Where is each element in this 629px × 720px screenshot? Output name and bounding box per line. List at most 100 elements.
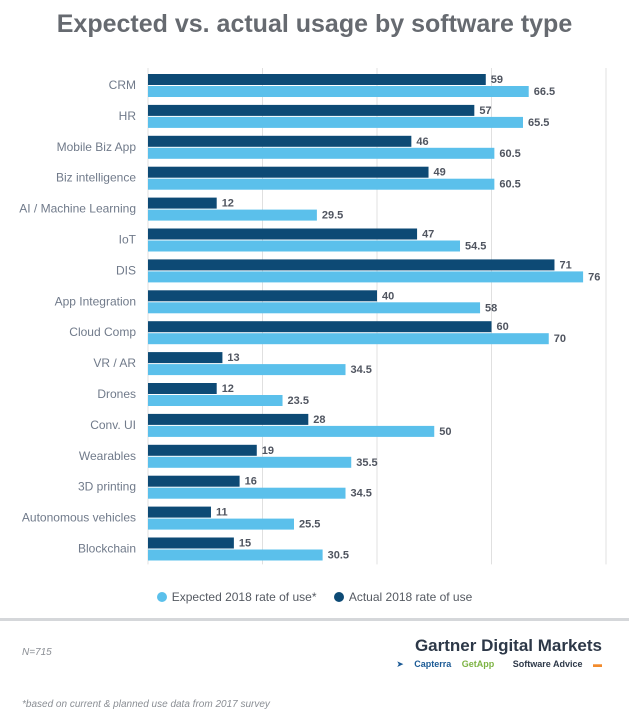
bar-actual xyxy=(148,413,309,425)
legend-label-actual: Actual 2018 rate of use xyxy=(348,590,473,604)
bar-expected xyxy=(148,549,323,561)
value-label-expected: 25.5 xyxy=(299,519,320,531)
category-label: Cloud Comp xyxy=(69,325,136,339)
bar-actual xyxy=(148,104,475,116)
bar-actual xyxy=(148,475,240,487)
bar-actual xyxy=(148,259,555,271)
category-label: CRM xyxy=(109,78,136,92)
bar-expected xyxy=(148,178,495,190)
bar-expected xyxy=(148,333,549,345)
category-label: Conv. UI xyxy=(90,418,136,432)
value-label-expected: 58 xyxy=(485,302,497,314)
category-label: Autonomous vehicles xyxy=(22,511,136,525)
capterra-label: Capterra xyxy=(414,659,452,669)
bar-actual xyxy=(148,506,211,518)
speech-bubble-icon: ▬ xyxy=(590,659,602,669)
value-label-actual: 57 xyxy=(479,105,491,117)
bar-chart: CRM 59 66.5 HR 57 65.5 Mobile Biz App 46 60.5 Biz… xyxy=(19,68,607,565)
brand-name: Gartner Digital Markets xyxy=(414,636,602,655)
brand-block: Gartner Digital Markets ➤ Capterra GetAp… xyxy=(380,636,602,670)
bar-expected xyxy=(148,425,435,437)
bar-actual xyxy=(148,537,234,549)
legend: Expected 2018 rate of use* Actual 2018 r… xyxy=(0,590,629,605)
value-label-expected: 76 xyxy=(588,271,600,283)
value-label-actual: 13 xyxy=(227,352,239,364)
category-label: Biz intelligence xyxy=(56,171,136,185)
value-label-actual: 12 xyxy=(222,198,234,210)
value-label-expected: 34.5 xyxy=(351,364,372,376)
value-label-actual: 40 xyxy=(382,290,394,302)
bar-actual xyxy=(148,197,217,209)
value-label-actual: 28 xyxy=(313,414,325,426)
value-label-expected: 66.5 xyxy=(534,86,555,98)
bar-actual xyxy=(148,135,412,147)
bar-expected xyxy=(148,302,481,314)
value-label-expected: 50 xyxy=(439,426,451,438)
bar-actual xyxy=(148,321,492,333)
bar-actual xyxy=(148,383,217,394)
category-label: Wearables xyxy=(79,449,136,463)
bar-expected xyxy=(148,209,317,221)
bar-expected xyxy=(148,271,584,283)
bar-actual xyxy=(148,74,486,85)
category-label: AI / Machine Learning xyxy=(19,202,136,216)
value-label-expected: 29.5 xyxy=(322,210,343,222)
value-label-expected: 34.5 xyxy=(351,488,372,500)
value-label-expected: 60.5 xyxy=(499,179,520,191)
legend-item-actual: Actual 2018 rate of use xyxy=(333,590,473,604)
bar-expected xyxy=(148,456,352,468)
capterra-icon: ➤ xyxy=(396,659,407,669)
category-label: Mobile Biz App xyxy=(57,140,137,154)
value-label-expected: 30.5 xyxy=(328,550,349,562)
category-label: Blockchain xyxy=(78,542,136,556)
bar-expected xyxy=(148,518,294,530)
category-label: HR xyxy=(119,109,137,123)
bar-actual xyxy=(148,166,429,178)
value-label-actual: 11 xyxy=(216,507,228,519)
sample-size: N=715 xyxy=(22,647,52,658)
capterra-logo: ➤ Capterra xyxy=(388,659,451,669)
brand-subbrands: ➤ Capterra GetApp Software Advice ▬ xyxy=(380,659,602,670)
value-label-actual: 15 xyxy=(239,538,251,550)
category-label: App Integration xyxy=(55,294,136,308)
bar-expected xyxy=(148,116,523,128)
bar-expected xyxy=(148,487,346,499)
value-label-actual: 46 xyxy=(416,136,428,148)
category-label: 3D printing xyxy=(78,480,136,494)
bar-actual xyxy=(148,228,418,240)
value-label-expected: 60.5 xyxy=(499,148,520,160)
value-label-actual: 60 xyxy=(497,321,509,333)
footer-divider xyxy=(0,618,629,621)
category-label: IoT xyxy=(119,233,137,247)
software-advice-label: Software Advice xyxy=(512,659,583,669)
value-label-actual: 49 xyxy=(434,167,446,179)
value-label-actual: 19 xyxy=(262,445,274,457)
value-label-expected: 70 xyxy=(554,333,566,345)
software-advice-logo: Software Advice ▬ xyxy=(505,659,602,669)
bar-expected xyxy=(148,147,495,159)
legend-item-expected: Expected 2018 rate of use* xyxy=(156,590,317,604)
value-label-actual: 59 xyxy=(491,74,503,86)
footnote: *based on current & planned use data fro… xyxy=(22,699,270,710)
value-label-actual: 12 xyxy=(222,383,234,395)
legend-label-expected: Expected 2018 rate of use* xyxy=(171,590,317,604)
value-label-actual: 71 xyxy=(559,259,571,271)
bar-actual xyxy=(148,444,257,456)
value-label-expected: 35.5 xyxy=(356,457,377,469)
value-label-expected: 23.5 xyxy=(288,395,309,407)
bar-actual xyxy=(148,290,377,302)
getapp-logo: GetApp xyxy=(461,659,495,669)
legend-dot-expected xyxy=(156,592,167,602)
bar-expected xyxy=(148,86,529,97)
bar-expected xyxy=(148,395,283,406)
value-label-actual: 16 xyxy=(245,476,257,488)
value-label-expected: 54.5 xyxy=(465,241,486,253)
bar-expected xyxy=(148,364,346,376)
value-label-expected: 65.5 xyxy=(528,117,549,129)
category-label: Drones xyxy=(97,387,136,401)
value-label-actual: 47 xyxy=(422,229,434,241)
bar-expected xyxy=(148,240,461,252)
category-label: VR / AR xyxy=(93,356,136,370)
category-label: DIS xyxy=(116,263,136,277)
bar-actual xyxy=(148,352,223,364)
